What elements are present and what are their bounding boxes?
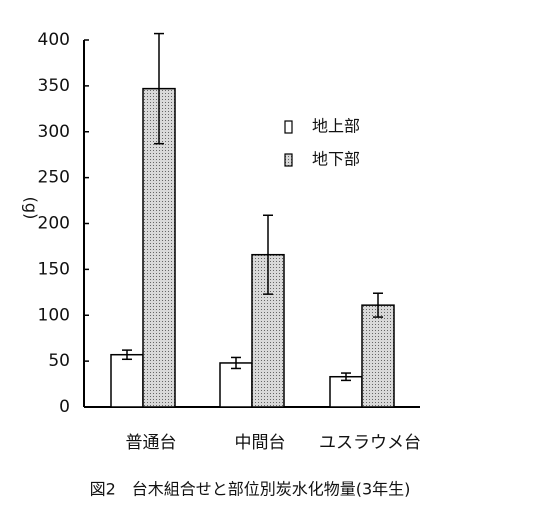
chart-title: 図2 台木組合せと部位別炭水化物量(3年生)	[90, 480, 411, 499]
y-tick-label: 250	[38, 168, 70, 188]
y-tick-label: 150	[38, 259, 70, 279]
y-tick-label: 0	[59, 397, 70, 417]
legend-label: 地上部	[312, 117, 360, 136]
x-tick-label: 中間台	[235, 433, 286, 453]
x-tick-label: ユスラウメ台	[319, 433, 421, 453]
legend-swatch	[284, 120, 293, 134]
y-tick-label: 350	[38, 76, 70, 96]
y-tick-label: 100	[38, 305, 70, 325]
bar	[110, 353, 144, 408]
x-tick-label: 普通台	[126, 433, 177, 453]
y-axis-label: (g)	[22, 197, 41, 220]
y-tick-label: 400	[38, 30, 70, 50]
bar	[219, 362, 253, 408]
y-tick-label: 50	[48, 351, 70, 371]
legend-label: 地下部	[312, 150, 360, 169]
y-tick-label: 300	[38, 122, 70, 142]
y-tick-label: 200	[38, 214, 70, 234]
bar	[361, 304, 395, 408]
bar	[329, 375, 363, 408]
legend-swatch	[284, 153, 293, 167]
